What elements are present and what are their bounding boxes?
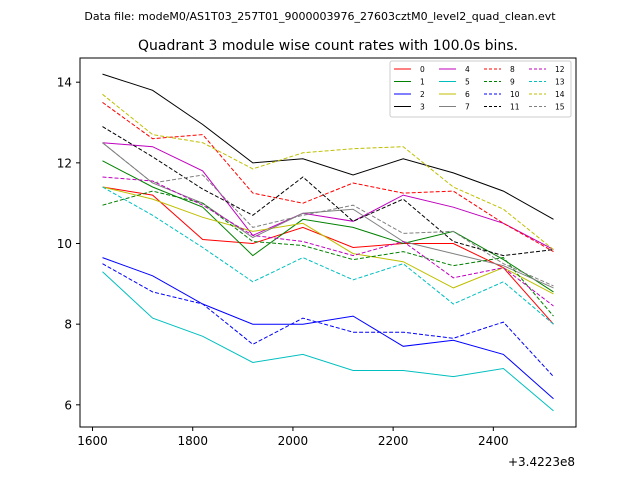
legend-label: 6 bbox=[465, 90, 470, 99]
legend-label: 10 bbox=[510, 90, 520, 99]
series-line-8 bbox=[102, 101, 554, 253]
y-tick-label: 8 bbox=[64, 318, 72, 332]
legend-label: 14 bbox=[555, 90, 565, 99]
legend-frame bbox=[389, 60, 572, 118]
legend-label: 7 bbox=[465, 103, 470, 112]
series-line-15 bbox=[102, 142, 554, 287]
plot-frame bbox=[79, 57, 577, 428]
y-tick-label: 10 bbox=[57, 237, 72, 251]
series-line-4 bbox=[102, 142, 554, 251]
chart-title: Quadrant 3 module wise count rates with … bbox=[138, 38, 518, 54]
series-line-5 bbox=[102, 271, 554, 412]
y-tick-label: 12 bbox=[57, 156, 72, 170]
chart-suptitle: Data file: modeM0/AS1T03_257T01_90000039… bbox=[84, 10, 556, 23]
legend-label: 4 bbox=[465, 65, 470, 74]
legend-label: 2 bbox=[420, 90, 425, 99]
series-group bbox=[102, 73, 554, 412]
legend-label: 13 bbox=[555, 78, 565, 87]
x-tick-label: 1600 bbox=[77, 434, 108, 448]
legend-label: 5 bbox=[465, 78, 470, 87]
x-tick-label: 2000 bbox=[278, 434, 309, 448]
series-line-14 bbox=[102, 93, 554, 250]
x-tick-label: 2400 bbox=[478, 434, 509, 448]
legend-label: 1 bbox=[420, 78, 425, 87]
legend-label: 0 bbox=[420, 65, 425, 74]
legend-label: 15 bbox=[555, 103, 565, 112]
series-line-7 bbox=[102, 142, 554, 289]
legend-label: 12 bbox=[555, 65, 565, 74]
series-line-11 bbox=[102, 126, 554, 257]
y-tick-label: 14 bbox=[57, 76, 72, 90]
legend-label: 8 bbox=[510, 65, 515, 74]
series-line-12 bbox=[102, 176, 554, 307]
series-line-13 bbox=[102, 186, 554, 325]
x-tick-label: 1800 bbox=[177, 434, 208, 448]
legend-label: 9 bbox=[510, 78, 515, 87]
series-line-9 bbox=[102, 190, 554, 317]
series-line-6 bbox=[102, 186, 554, 295]
series-line-3 bbox=[102, 73, 554, 220]
series-line-1 bbox=[102, 160, 554, 293]
series-line-2 bbox=[102, 257, 554, 400]
y-tick-label: 6 bbox=[64, 398, 72, 412]
legend-label: 3 bbox=[420, 103, 425, 112]
x-offset-label: +3.4223e8 bbox=[508, 455, 575, 469]
legend-label: 11 bbox=[510, 103, 520, 112]
series-line-10 bbox=[102, 263, 554, 377]
series-line-0 bbox=[102, 186, 554, 325]
x-tick-label: 2200 bbox=[378, 434, 409, 448]
